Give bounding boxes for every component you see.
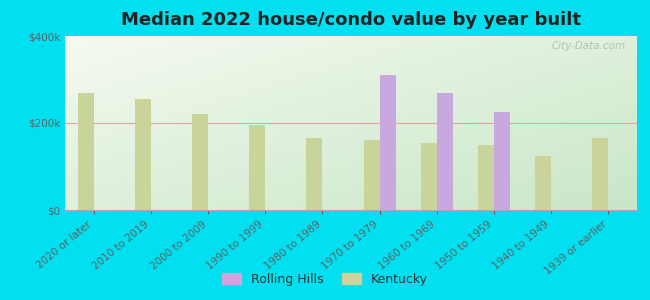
Bar	[535, 156, 551, 210]
Bar	[380, 75, 396, 210]
Bar	[592, 138, 608, 210]
Bar	[437, 92, 453, 210]
Bar	[421, 142, 437, 210]
Bar	[135, 99, 151, 210]
Bar	[478, 145, 494, 210]
Bar	[363, 140, 380, 210]
Text: City-Data.com: City-Data.com	[551, 41, 625, 51]
Bar	[494, 112, 510, 210]
Legend: Rolling Hills, Kentucky: Rolling Hills, Kentucky	[217, 268, 433, 291]
Bar	[249, 125, 265, 210]
Bar	[77, 92, 94, 210]
Bar	[306, 138, 322, 210]
Bar	[192, 114, 208, 210]
Title: Median 2022 house/condo value by year built: Median 2022 house/condo value by year bu…	[121, 11, 581, 29]
